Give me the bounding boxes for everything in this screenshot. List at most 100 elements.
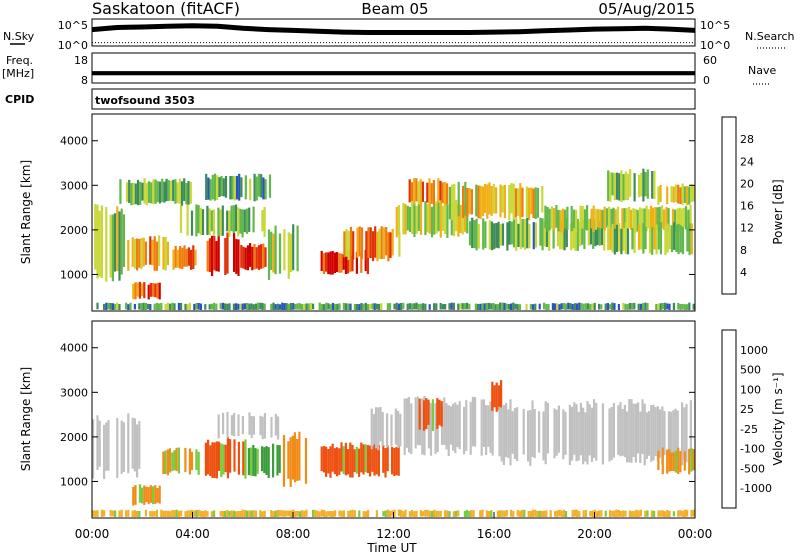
power-cell bbox=[466, 200, 469, 234]
velocity-cell bbox=[353, 449, 356, 473]
power-cell bbox=[345, 303, 348, 310]
velocity-cell bbox=[408, 511, 411, 517]
velocity-cell bbox=[173, 510, 176, 517]
power-cell bbox=[618, 223, 621, 252]
power-cell bbox=[263, 206, 266, 237]
power-cell bbox=[631, 228, 634, 250]
power-cell bbox=[270, 231, 273, 270]
power-cell bbox=[581, 217, 584, 245]
frequency-left-tick-bottom: 8 bbox=[81, 74, 88, 87]
power-cell bbox=[457, 303, 460, 310]
y-tick-label: 2000 bbox=[60, 224, 88, 237]
velocity-cell bbox=[578, 511, 581, 517]
power-cell bbox=[143, 282, 146, 299]
power-cell bbox=[643, 208, 646, 229]
power-cell bbox=[550, 206, 554, 229]
velocity-cell bbox=[624, 510, 627, 517]
y-tick-label: 4000 bbox=[60, 135, 88, 148]
power-cell bbox=[385, 227, 388, 256]
velocity-y-axis: 4000 3000 2000 1000 bbox=[60, 342, 695, 488]
velocity-cell bbox=[325, 511, 328, 517]
velocity-cell bbox=[593, 399, 596, 458]
velocity-cell bbox=[622, 510, 625, 517]
velocity-cell bbox=[239, 511, 242, 517]
power-cell bbox=[325, 302, 328, 310]
time-xlabel: Time UT bbox=[366, 541, 417, 554]
power-cell bbox=[666, 223, 669, 253]
velocity-cell bbox=[96, 510, 99, 517]
power-cell bbox=[224, 176, 228, 198]
power-cell bbox=[668, 225, 671, 250]
velocity-cell bbox=[248, 412, 251, 435]
power-cell bbox=[483, 303, 486, 310]
velocity-cell bbox=[166, 510, 169, 517]
power-cell bbox=[593, 302, 596, 310]
velocity-cell bbox=[663, 411, 666, 456]
power-cell bbox=[565, 303, 568, 310]
power-cell bbox=[499, 224, 502, 246]
x-tick-label: 08:00 bbox=[276, 527, 311, 541]
power-cell bbox=[199, 303, 202, 310]
velocity-cell bbox=[247, 448, 250, 476]
velocity-cell bbox=[152, 486, 155, 505]
velocity-cell bbox=[630, 399, 633, 463]
power-cell bbox=[366, 254, 369, 275]
power-cell bbox=[508, 184, 511, 221]
velocity-cell bbox=[586, 401, 589, 465]
power-cell bbox=[644, 302, 647, 310]
power-cell bbox=[406, 303, 409, 310]
velocity-cell bbox=[498, 406, 501, 457]
velocity-cell bbox=[488, 511, 491, 517]
velocity-cell bbox=[100, 509, 103, 517]
power-cell bbox=[579, 205, 582, 229]
velocity-cell bbox=[410, 403, 413, 455]
velocity-cell bbox=[252, 444, 255, 476]
power-cell bbox=[260, 244, 263, 269]
power-cell bbox=[633, 302, 636, 310]
velocity-cell bbox=[688, 448, 691, 475]
velocity-cell bbox=[463, 407, 466, 455]
velocity-cell bbox=[211, 442, 214, 478]
power-cell bbox=[677, 302, 680, 310]
velocity-cell bbox=[370, 408, 373, 450]
power-cell bbox=[402, 202, 405, 235]
velocity-cell bbox=[590, 407, 593, 462]
velocity-cell bbox=[120, 420, 123, 474]
velocity-cell bbox=[505, 509, 508, 517]
power-cell bbox=[651, 171, 654, 199]
power-cell bbox=[367, 227, 370, 258]
noise-right-label: N.Search bbox=[745, 30, 795, 43]
velocity-cell bbox=[230, 510, 233, 517]
power-cell bbox=[358, 226, 361, 257]
power-cell bbox=[389, 303, 392, 310]
power-cell bbox=[206, 205, 209, 235]
power-cell bbox=[145, 182, 148, 206]
velocity-cell bbox=[156, 488, 159, 503]
velocity-cell bbox=[342, 510, 345, 517]
velocity-cell bbox=[109, 510, 112, 517]
power-cell bbox=[342, 254, 345, 270]
power-cell bbox=[397, 205, 401, 235]
power-cell bbox=[647, 209, 650, 229]
velocity-cell bbox=[336, 447, 339, 477]
power-cell bbox=[544, 205, 547, 229]
velocity-cell bbox=[457, 510, 460, 517]
power-cell bbox=[134, 282, 137, 300]
power-cell bbox=[453, 183, 456, 217]
power-cell bbox=[267, 229, 271, 280]
power-cell bbox=[490, 186, 493, 216]
velocity-cell bbox=[235, 511, 238, 517]
velocity-cell bbox=[643, 403, 646, 466]
velocity-cell bbox=[279, 510, 282, 517]
power-cell bbox=[207, 177, 210, 200]
power-cell bbox=[419, 303, 422, 310]
power-cell bbox=[243, 303, 246, 310]
power-cell bbox=[158, 235, 161, 266]
power-cell bbox=[190, 210, 194, 236]
velocity-cell bbox=[323, 509, 326, 517]
velocity-cell bbox=[538, 411, 541, 453]
colorbar-tick-label: 4 bbox=[740, 266, 747, 279]
velocity-cell bbox=[501, 510, 504, 517]
velocity-cell bbox=[265, 446, 268, 475]
power-cell bbox=[459, 205, 462, 233]
